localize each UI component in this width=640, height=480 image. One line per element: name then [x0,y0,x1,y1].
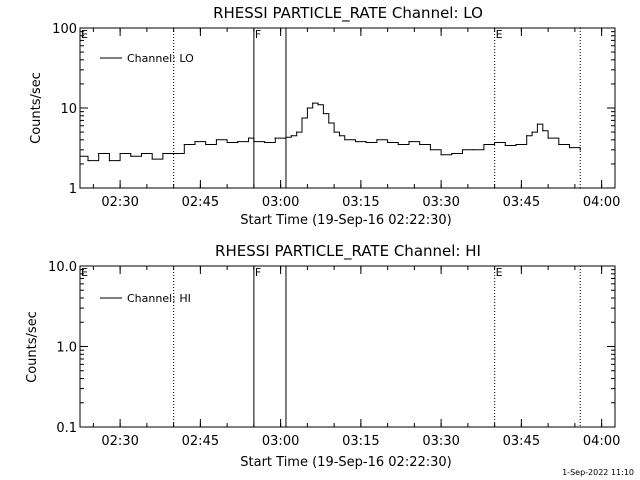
data-point [558,143,560,146]
x-tick-label: 03:30 [422,434,459,449]
data-point [301,117,303,119]
x-tick-label: 03:00 [262,434,299,449]
data-point [151,158,153,160]
data-point [226,141,228,144]
x-tick-label: 03:15 [342,434,379,449]
chart-title: RHESSI PARTICLE_RATE Channel: LO [213,4,483,23]
event-marker-label: F [255,28,261,41]
series-line [80,102,581,162]
data-point [247,137,250,139]
data-point [408,141,410,143]
event-marker-label: F [255,266,261,279]
data-point [483,143,485,146]
data-point [162,152,164,155]
y-tick-label: 1 [69,182,77,197]
data-point [440,154,442,156]
data-point [429,149,432,151]
data-point [451,152,453,155]
plot-frame [79,265,616,428]
x-tick-label: 04:00 [583,195,620,210]
legend-label: Channel: LO [127,52,194,65]
x-tick-label: 03:45 [503,195,540,210]
x-axis-label: Start Time (19-Sep-16 02:22:30) [240,213,451,228]
data-point [472,149,474,151]
x-axis-label: Start Time (19-Sep-16 02:22:30) [240,455,451,470]
data-point [108,160,111,162]
y-axis-label: Counts/sec [25,311,40,383]
data-point [387,141,389,144]
data-point [568,146,571,149]
footer-timestamp: 1-Sep-2022 11:10 [562,468,634,477]
data-point [205,143,207,146]
data-point [376,139,378,141]
data-point [322,113,325,115]
data-point [194,141,196,143]
data-point [306,107,308,109]
x-tick-label: 02:45 [182,434,219,449]
data-point [274,137,276,139]
data-point [536,123,539,125]
data-point [531,131,533,133]
data-point [328,122,330,124]
data-point [79,155,81,157]
chart-title: RHESSI PARTICLE_RATE Channel: HI [215,242,481,261]
event-marker-label: E [496,28,503,41]
data-point [365,141,367,144]
data-point [253,141,255,143]
data-point [140,152,143,155]
y-tick-label: 1.0 [56,341,77,356]
y-axis-label: Counts/sec [29,72,44,144]
y-tick-label: 10 [60,102,77,117]
data-point [338,135,341,137]
x-tick-label: 02:30 [101,434,138,449]
data-point [515,143,517,146]
data-point [237,141,239,143]
data-point [296,131,298,133]
data-point [397,143,399,146]
event-marker-label: E [81,28,88,41]
panel-hi: RHESSI PARTICLE_RATE Channel: HI Counts/… [25,242,620,470]
panel-lo: RHESSI PARTICLE_RATE Channel: LO Counts/… [29,4,620,228]
x-tick-label: 03:15 [342,195,379,210]
data-point [183,143,185,146]
data-point [285,136,287,138]
event-marker-label: E [496,266,503,279]
data-point [173,152,175,155]
data-point [354,141,357,143]
data-point [494,141,496,144]
data-point [461,149,464,151]
data-point [290,135,292,137]
data-point [87,160,89,162]
x-tick-label: 04:00 [583,434,620,449]
x-tick-label: 02:30 [101,195,138,210]
x-tick-label: 03:45 [503,434,540,449]
data-point [504,144,506,147]
data-point [542,130,544,132]
x-tick-label: 03:30 [422,195,459,210]
data-point [312,102,314,104]
data-point [579,149,581,151]
y-tick-label: 0.1 [56,421,77,436]
legend-label: Channel: HI [127,292,191,305]
data-point [263,141,266,144]
data-point [419,143,421,146]
y-tick-label: 10.0 [48,260,77,275]
y-tick-label: 100 [52,22,77,37]
data-point [130,155,132,157]
data-point [344,139,346,141]
data-point [98,152,100,155]
data-point [215,139,218,141]
data-point [119,152,121,155]
data-point [526,135,528,137]
event-marker-label: E [81,266,88,279]
data-point [333,131,335,133]
x-tick-label: 03:00 [262,195,299,210]
x-tick-label: 02:45 [182,195,219,210]
data-point [547,137,549,139]
data-point [317,104,319,106]
